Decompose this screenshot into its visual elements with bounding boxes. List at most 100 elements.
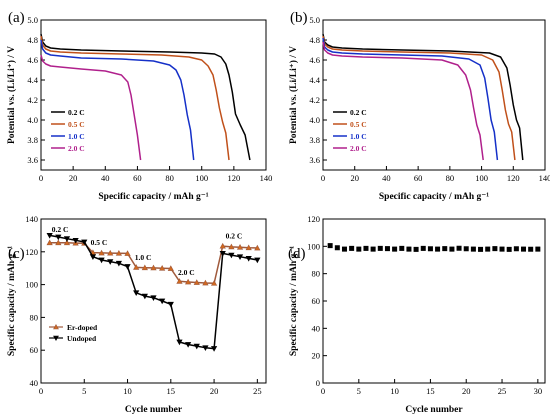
- data-point: [470, 246, 476, 252]
- y-tick-label: 4.0: [27, 115, 38, 125]
- y-tick-label: 4.2: [27, 95, 38, 105]
- data-point: [427, 246, 433, 252]
- y-tick-label: 40: [30, 378, 39, 388]
- data-point: [202, 279, 209, 286]
- x-tick-label: 5: [357, 386, 361, 396]
- legend-marker: [53, 335, 59, 342]
- data-point: [210, 280, 218, 286]
- data-point: [133, 290, 140, 297]
- data-point: [55, 234, 62, 241]
- x-tick-label: 40: [101, 173, 110, 183]
- data-point: [478, 246, 484, 252]
- data-point: [159, 298, 166, 305]
- y-tick-label: 60: [312, 296, 321, 306]
- rate-annotation: 0.2 C: [52, 225, 69, 234]
- x-tick-label: 80: [165, 173, 174, 183]
- data-point: [245, 244, 252, 251]
- data-point: [370, 246, 376, 252]
- data-point: [115, 260, 122, 267]
- data-point: [499, 246, 505, 252]
- y-tick-label: 20: [312, 351, 321, 361]
- x-tick-label: 20: [462, 386, 471, 396]
- x-tick-label: 0: [39, 386, 43, 396]
- data-point: [506, 246, 512, 252]
- data-point: [98, 249, 105, 256]
- data-point: [363, 245, 369, 251]
- series-line-1-0-C: [40, 39, 195, 161]
- x-tick-label: 20: [210, 386, 219, 396]
- panel-label: (a): [8, 10, 25, 26]
- data-point: [245, 255, 252, 262]
- series-line-2-0-C: [322, 41, 484, 161]
- y-tick-label: 3.6: [309, 155, 320, 165]
- data-point: [228, 252, 235, 259]
- y-tick-label: 100: [25, 280, 38, 290]
- x-tick-label: 0: [321, 386, 325, 396]
- x-tick-label: 15: [426, 386, 435, 396]
- data-point: [193, 343, 200, 350]
- data-point: [141, 264, 148, 271]
- data-point: [141, 293, 148, 300]
- legend-label: Undoped: [67, 334, 97, 343]
- legend-label: 0.5 C: [68, 120, 85, 129]
- data-point: [46, 239, 53, 246]
- chart-panel-3: 0 5 10 15 20 25 40 60 80 100 120 140 Cycle number Spe…: [7, 214, 267, 415]
- data-point: [327, 243, 333, 249]
- data-point: [521, 246, 527, 252]
- series-line-2-0-C: [40, 54, 142, 161]
- data-point: [219, 251, 226, 257]
- panel-label: (c): [8, 246, 25, 262]
- x-tick-label: 60: [414, 173, 423, 183]
- x-tick-label: 40: [382, 173, 391, 183]
- chart-panel-1: 0 20 40 60 80 100 120 140 3.6 3.8 4.0 4.2 4.4 4.6 4.8 5…: [6, 10, 272, 202]
- x-axis-title: Specific capacity / mAh g⁻¹: [98, 192, 208, 202]
- data-point: [167, 301, 174, 308]
- panel-label: (d): [288, 246, 306, 262]
- y-tick-label: 120: [307, 214, 320, 224]
- x-tick-label: 10: [123, 386, 132, 396]
- data-point: [413, 246, 419, 252]
- data-point: [210, 346, 218, 352]
- data-point: [399, 245, 405, 251]
- y-tick-label: 4.2: [309, 95, 320, 105]
- y-tick-label: 140: [25, 214, 38, 224]
- y-tick-label: 4.6: [309, 55, 320, 65]
- data-point: [185, 278, 192, 285]
- data-point: [341, 246, 347, 252]
- y-tick-label: 4.4: [27, 75, 38, 85]
- x-axis-title: Cycle number: [125, 405, 183, 415]
- y-tick-label: 80: [312, 269, 321, 279]
- data-point: [150, 295, 157, 301]
- legend-label: 1.0 C: [68, 132, 85, 141]
- data-point: [63, 236, 71, 242]
- x-tick-label: 100: [475, 173, 488, 183]
- data-point: [167, 265, 174, 271]
- data-point: [124, 264, 131, 270]
- data-point: [124, 250, 131, 256]
- data-point: [463, 246, 469, 252]
- series-line-1-0-C: [322, 37, 499, 161]
- data-point: [254, 244, 261, 251]
- data-point: [55, 239, 62, 246]
- data-point: [535, 246, 541, 252]
- data-point: [528, 246, 534, 252]
- plot-frame: [322, 218, 546, 384]
- y-tick-label: 3.8: [27, 135, 38, 145]
- y-tick-label: 4.8: [27, 35, 38, 45]
- y-tick-label: 80: [30, 312, 39, 322]
- chart-panel-4: 0 5 10 15 20 25 30 0 20 40 60 80 100 120 Cycle number S…: [288, 214, 546, 415]
- data-point: [492, 246, 498, 252]
- x-tick-label: 30: [534, 386, 543, 396]
- legend-label: 2.0 C: [350, 144, 367, 153]
- rate-annotation: 0.5 C: [91, 238, 108, 247]
- legend-marker: [53, 323, 59, 330]
- data-point: [356, 246, 362, 252]
- x-tick-label: 25: [253, 386, 262, 396]
- data-point: [449, 246, 455, 252]
- data-point: [442, 246, 448, 252]
- plot-frame: [40, 19, 267, 171]
- y-tick-label: 0: [316, 378, 320, 388]
- series-line-0-5-C: [40, 35, 230, 161]
- data-point: [254, 257, 261, 264]
- x-tick-label: 20: [350, 173, 359, 183]
